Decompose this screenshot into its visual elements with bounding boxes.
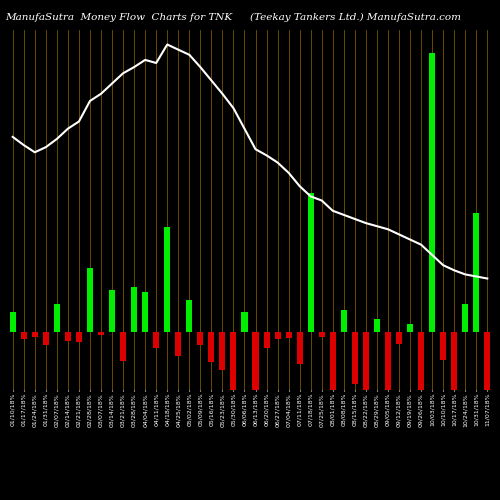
Bar xyxy=(65,332,71,340)
Bar xyxy=(451,332,457,422)
Bar xyxy=(341,310,347,332)
Bar xyxy=(264,332,270,348)
Bar xyxy=(286,332,292,338)
Bar xyxy=(142,292,148,332)
Bar xyxy=(363,332,369,390)
Bar xyxy=(429,53,435,332)
Bar xyxy=(484,332,490,416)
Bar xyxy=(175,332,182,356)
Bar xyxy=(208,332,214,362)
Bar xyxy=(20,332,27,339)
Bar xyxy=(109,290,115,332)
Bar xyxy=(462,304,468,332)
Bar xyxy=(87,268,93,332)
Bar xyxy=(242,312,248,332)
Bar xyxy=(418,332,424,434)
Bar xyxy=(220,332,226,370)
Bar xyxy=(473,213,480,332)
Bar xyxy=(407,324,413,332)
Bar xyxy=(164,228,170,332)
Bar xyxy=(10,312,16,332)
Bar xyxy=(43,332,49,344)
Bar xyxy=(318,332,325,336)
Bar xyxy=(296,332,302,364)
Text: ManufaSutra  Money Flow  Charts for TNK: ManufaSutra Money Flow Charts for TNK xyxy=(5,12,232,22)
Bar xyxy=(308,192,314,332)
Bar xyxy=(252,332,258,425)
Bar xyxy=(396,332,402,344)
Bar xyxy=(186,300,192,332)
Bar xyxy=(120,332,126,361)
Text: (Teekay Tankers Ltd.) ManufaSutra.com: (Teekay Tankers Ltd.) ManufaSutra.com xyxy=(250,12,461,22)
Bar xyxy=(32,332,38,336)
Bar xyxy=(76,332,82,342)
Bar xyxy=(440,332,446,360)
Bar xyxy=(98,332,104,336)
Bar xyxy=(153,332,159,348)
Bar xyxy=(352,332,358,384)
Bar xyxy=(374,319,380,332)
Bar xyxy=(198,332,203,344)
Bar xyxy=(330,332,336,398)
Bar xyxy=(274,332,280,339)
Bar xyxy=(54,304,60,332)
Bar xyxy=(385,332,391,410)
Bar xyxy=(230,332,236,393)
Bar xyxy=(131,286,137,332)
